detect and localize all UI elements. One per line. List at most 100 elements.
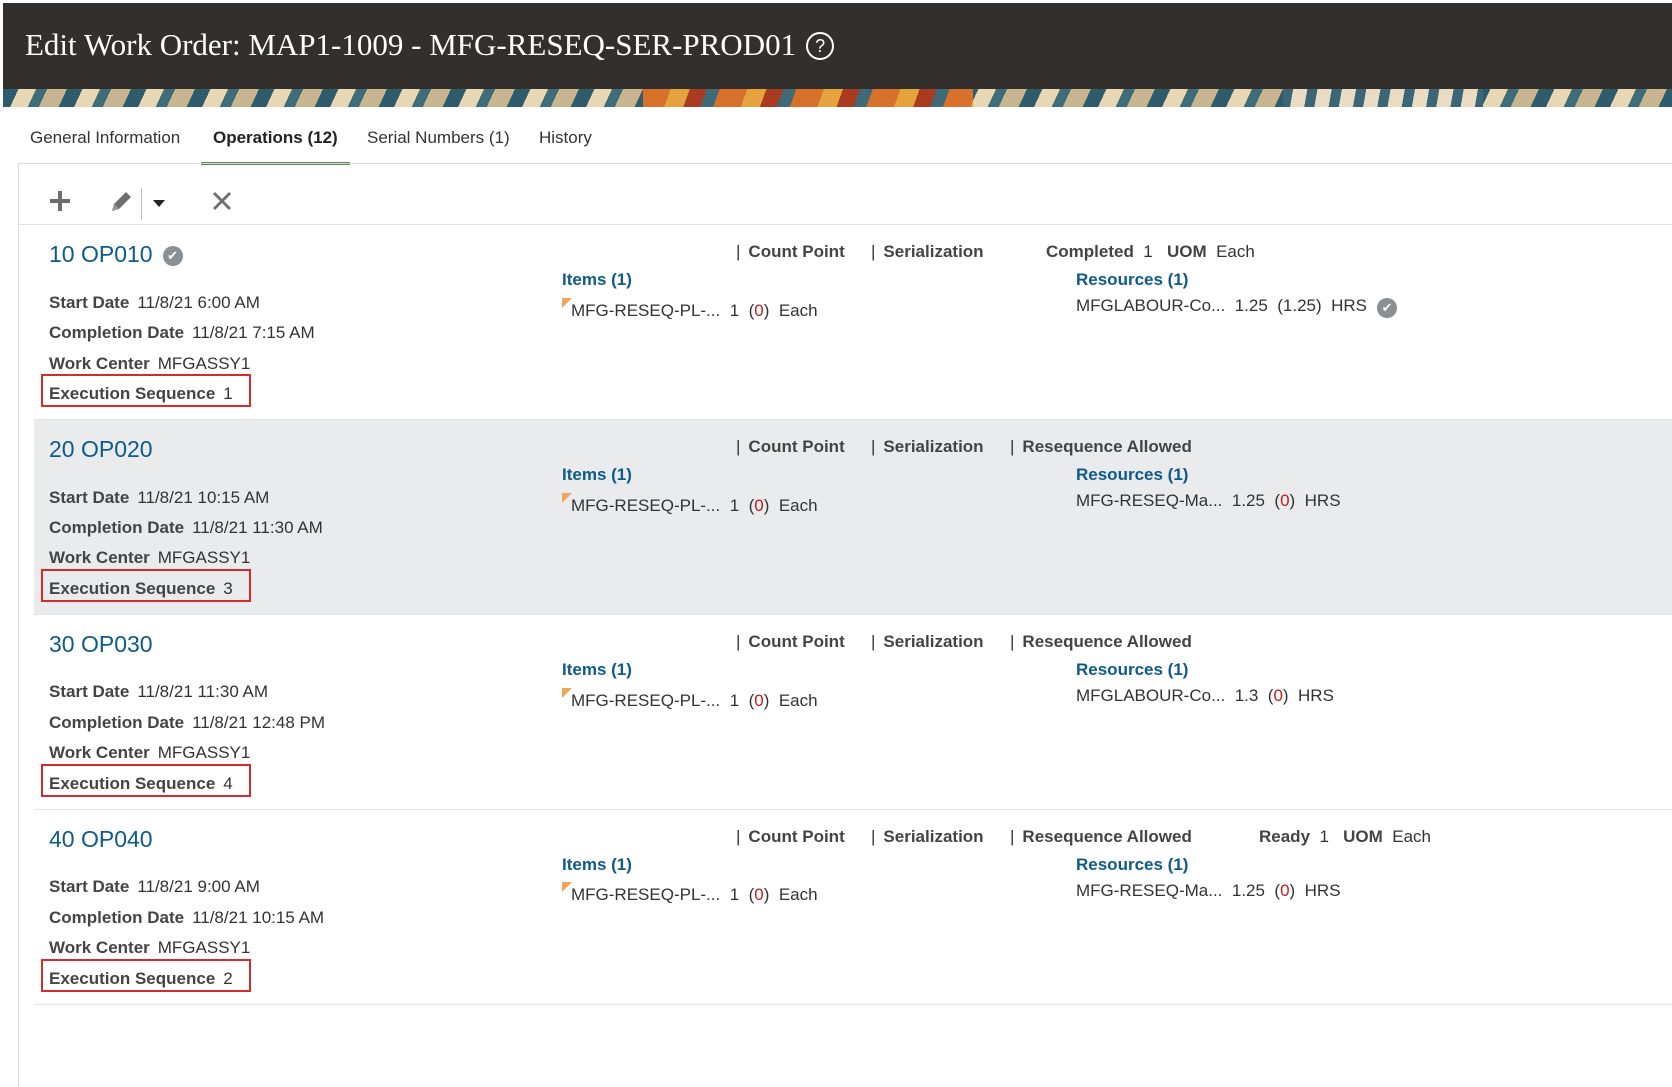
- operation-title[interactable]: 40 OP040: [49, 826, 153, 852]
- edit-menu-button[interactable]: [149, 188, 173, 218]
- start-date-field: Start Date 11/8/21 6:00 AM: [49, 293, 260, 313]
- resource-name[interactable]: MFG-RESEQ-Ma...: [1076, 491, 1223, 510]
- count-point-flag: | Count Point: [736, 437, 845, 457]
- separator: |: [736, 437, 741, 456]
- execution-sequence-label: Execution Sequence: [49, 774, 216, 793]
- execution-sequence-label: Execution Sequence: [49, 579, 216, 598]
- execution-sequence-value: 3: [223, 579, 233, 598]
- item-quantity: 1: [729, 885, 740, 904]
- item-name[interactable]: MFG-RESEQ-PL-...: [571, 301, 721, 320]
- items-link[interactable]: Items (1): [562, 465, 632, 484]
- tab-serial-numbers[interactable]: Serial Numbers (1): [367, 128, 510, 147]
- resource-detail: MFG-RESEQ-Ma... 1.25 (0) HRS: [1076, 881, 1341, 900]
- resources-link[interactable]: Resources (1): [1076, 660, 1189, 679]
- operation-title[interactable]: 30 OP030: [49, 631, 153, 657]
- resources-link[interactable]: Resources (1): [1076, 270, 1189, 289]
- serialization-label: Serialization: [883, 242, 984, 261]
- operation-title[interactable]: 20 OP020: [49, 436, 153, 462]
- completed-check-icon: ✔: [162, 246, 183, 266]
- completion-date-label: Completion Date: [49, 323, 185, 342]
- count-point-label: Count Point: [748, 242, 845, 261]
- work-center-label: Work Center: [49, 548, 150, 567]
- status-label: Ready: [1259, 827, 1311, 846]
- flag-triangle-icon: [562, 493, 572, 503]
- decorative-banner: [3, 89, 1672, 107]
- edit-button[interactable]: [107, 188, 137, 218]
- work-center-field: Work Center MFGASSY1: [49, 548, 250, 568]
- start-date-value: 11/8/21 9:00 AM: [137, 877, 260, 896]
- tab-history[interactable]: History: [539, 128, 592, 147]
- resource-open-quantity: 0: [1280, 881, 1290, 900]
- page-title: Edit Work Order: MAP1-1009 - MFG-RESEQ-S…: [25, 27, 835, 63]
- resource-quantity: 1.25: [1234, 296, 1268, 315]
- separator: |: [736, 242, 741, 261]
- resource-name[interactable]: MFGLABOUR-Co...: [1076, 686, 1226, 705]
- items-link[interactable]: Items (1): [562, 855, 632, 874]
- operation-title-text[interactable]: 10 OP010: [49, 241, 153, 267]
- count-point-label: Count Point: [748, 827, 845, 846]
- resource-detail: MFG-RESEQ-Ma... 1.25 (0) HRS: [1076, 491, 1341, 510]
- delete-button[interactable]: [209, 188, 239, 218]
- work-center-label: Work Center: [49, 743, 150, 762]
- serialization-flag: | Serialization: [871, 632, 984, 652]
- item-open-quantity: 0: [754, 691, 764, 710]
- item-name[interactable]: MFG-RESEQ-PL-...: [571, 496, 721, 515]
- uom-label: UOM: [1166, 242, 1207, 261]
- resources-link[interactable]: Resources (1): [1076, 465, 1189, 484]
- start-date-label: Start Date: [49, 488, 130, 507]
- plus-icon: [50, 191, 70, 211]
- resource-quantity: 1.25: [1231, 881, 1265, 900]
- items-link[interactable]: Items (1): [562, 660, 632, 679]
- completion-date-value: 11/8/21 7:15 AM: [192, 323, 315, 342]
- help-icon[interactable]: ?: [806, 32, 835, 60]
- execution-sequence-field: Execution Sequence 3: [49, 579, 233, 599]
- start-date-label: Start Date: [49, 682, 130, 701]
- execution-sequence-highlight: [41, 374, 251, 407]
- item-uom: Each: [778, 885, 818, 904]
- work-center-field: Work Center MFGASSY1: [49, 743, 250, 763]
- pencil-icon: [112, 192, 131, 211]
- item-open-quantity: 0: [754, 301, 764, 320]
- separator: |: [1010, 437, 1015, 456]
- work-center-value: MFGASSY1: [157, 548, 251, 567]
- resource-open-quantity: 0: [1273, 686, 1283, 705]
- separator: |: [871, 827, 876, 846]
- item-uom: Each: [778, 691, 818, 710]
- items-link[interactable]: Items (1): [562, 270, 632, 289]
- resource-uom: HRS: [1331, 296, 1368, 315]
- add-button[interactable]: [47, 188, 77, 218]
- completion-date-field: Completion Date 11/8/21 10:15 AM: [49, 908, 324, 928]
- tab-general-information[interactable]: General Information: [30, 128, 181, 147]
- resource-detail: MFGLABOUR-Co... 1.25 (1.25) HRS ✔: [1076, 296, 1398, 318]
- operation-title[interactable]: 10 OP010 ✔: [49, 241, 183, 268]
- operations-toolbar: [19, 164, 1672, 225]
- completion-date-field: Completion Date 11/8/21 7:15 AM: [49, 323, 315, 343]
- start-date-value: 11/8/21 6:00 AM: [137, 293, 260, 312]
- completion-date-field: Completion Date 11/8/21 12:48 PM: [49, 713, 325, 733]
- resource-name[interactable]: MFG-RESEQ-Ma...: [1076, 881, 1223, 900]
- execution-sequence-value: 1: [223, 384, 233, 403]
- resource-open-quantity: 1.25: [1282, 296, 1316, 315]
- tab-operations[interactable]: Operations (12): [201, 118, 350, 165]
- resource-completed-check-icon: ✔: [1377, 298, 1398, 318]
- item-quantity: 1: [729, 496, 740, 515]
- start-date-label: Start Date: [49, 877, 130, 896]
- uom-value: Each: [1392, 827, 1431, 846]
- page-title-text: Edit Work Order: MAP1-1009 - MFG-RESEQ-S…: [25, 27, 797, 62]
- status-summary: Completed 1 UOM Each: [1046, 242, 1255, 262]
- resources-link[interactable]: Resources (1): [1076, 855, 1189, 874]
- execution-sequence-highlight: [41, 959, 251, 992]
- flag-triangle-icon: [562, 298, 572, 308]
- item-name[interactable]: MFG-RESEQ-PL-...: [571, 691, 721, 710]
- work-center-label: Work Center: [49, 354, 150, 373]
- count-point-flag: | Count Point: [736, 242, 845, 262]
- execution-sequence-field: Execution Sequence 2: [49, 969, 233, 989]
- item-name[interactable]: MFG-RESEQ-PL-...: [571, 885, 721, 904]
- completion-date-value: 11/8/21 12:48 PM: [192, 713, 326, 732]
- resource-name[interactable]: MFGLABOUR-Co...: [1076, 296, 1226, 315]
- caret-down-icon: [153, 200, 165, 207]
- serialization-flag: | Serialization: [871, 437, 984, 457]
- resequence-allowed-flag: | Resequence Allowed: [1010, 437, 1192, 457]
- status-label: Completed: [1046, 242, 1134, 261]
- item-open-quantity: 0: [754, 885, 764, 904]
